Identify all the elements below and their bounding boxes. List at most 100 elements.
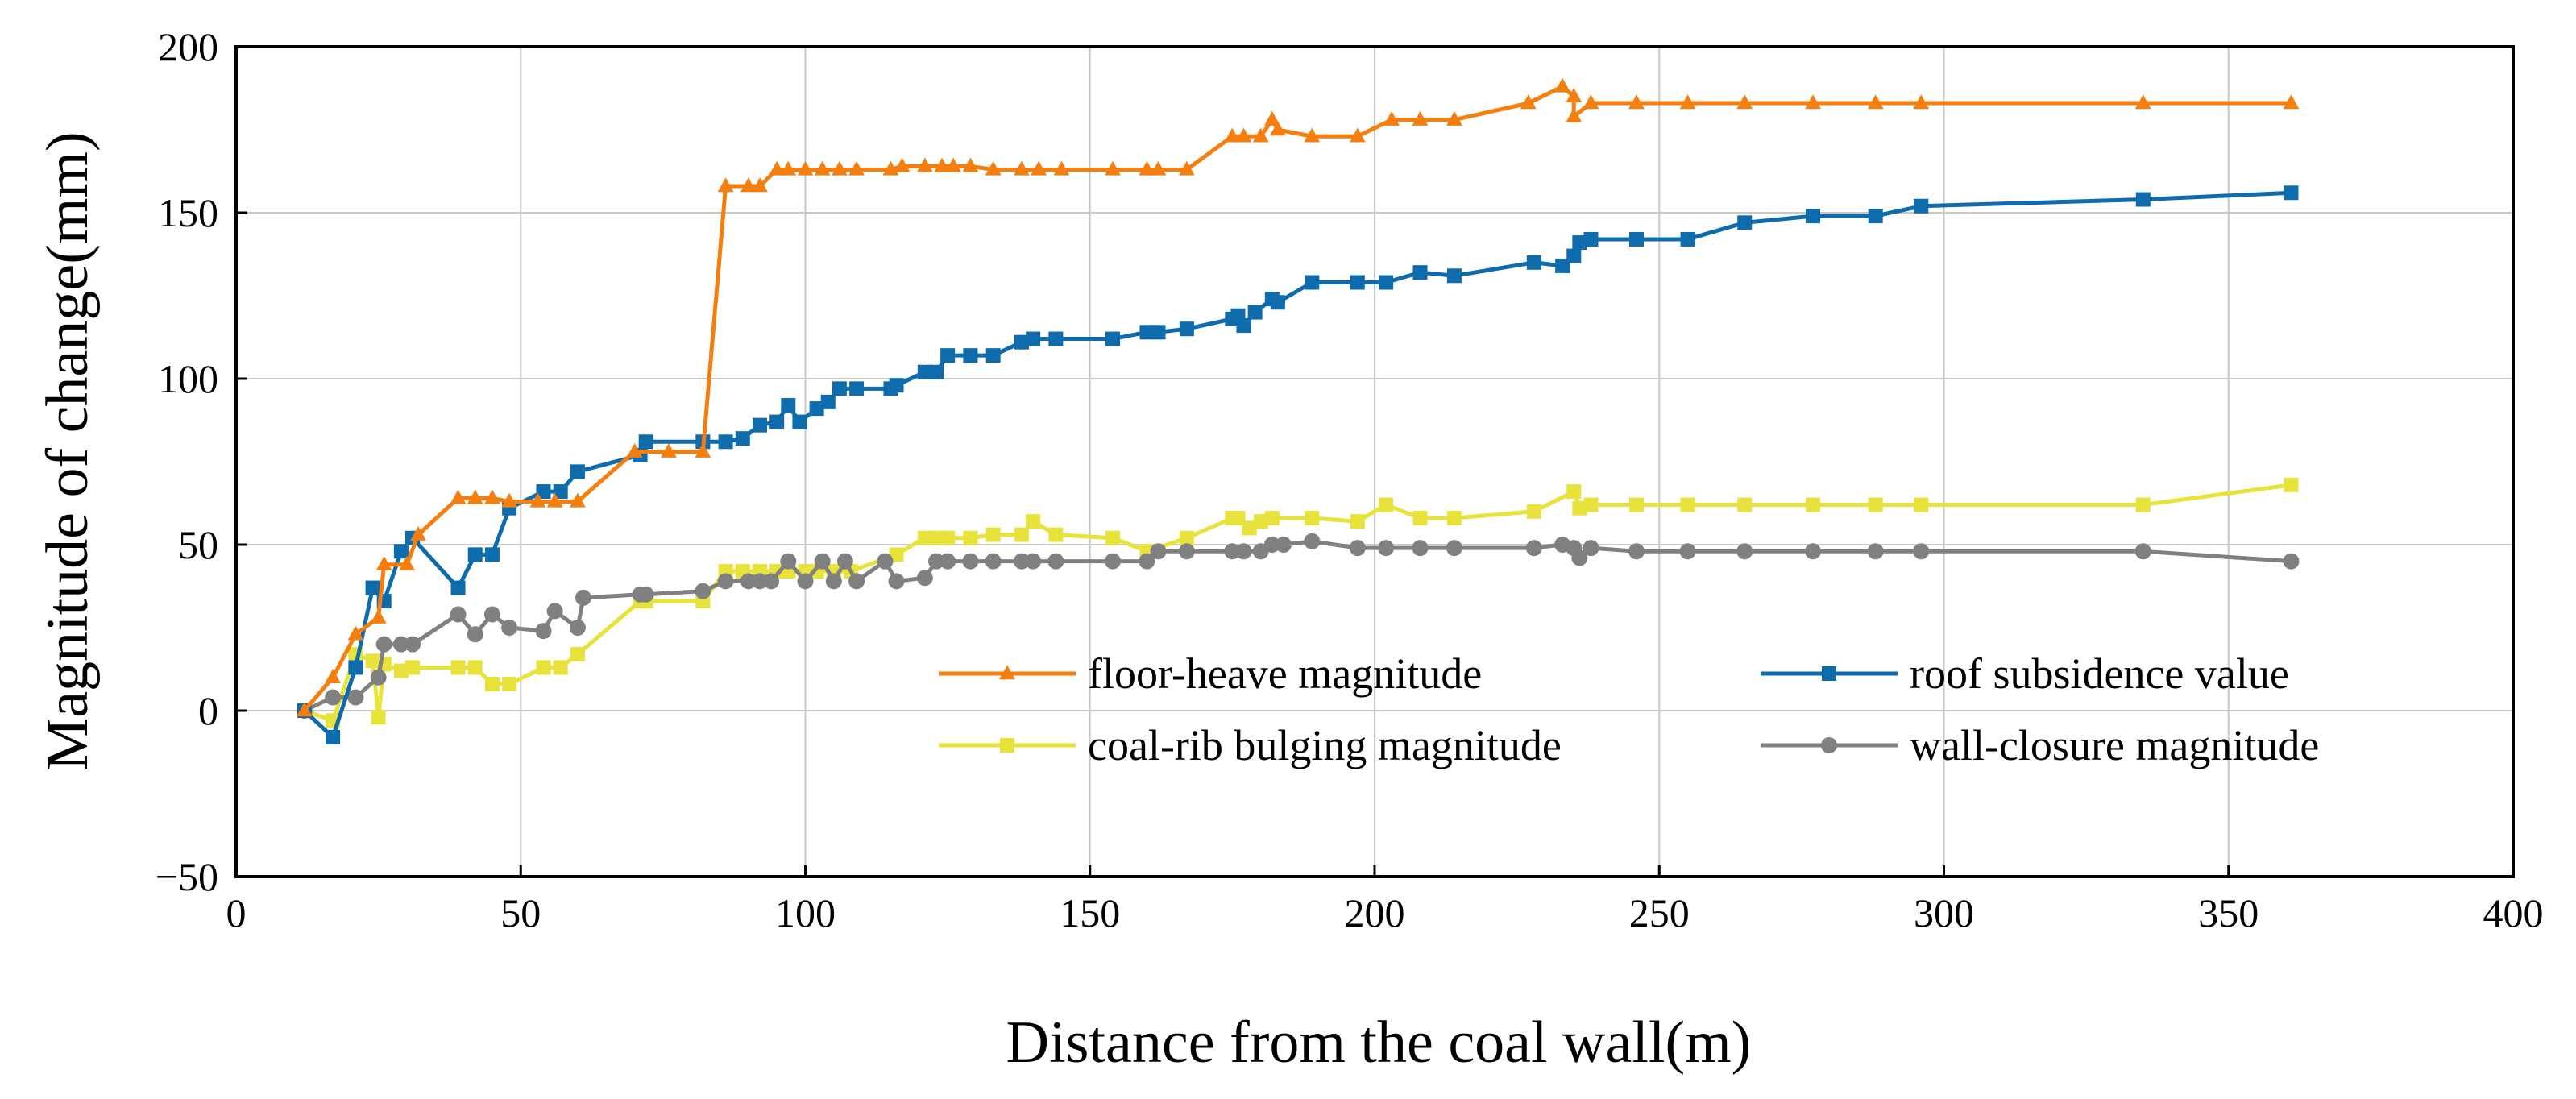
data-point-coal-rib-bulging-magnitude [917, 530, 932, 545]
data-point-floor-heave-magnitude [1679, 94, 1696, 110]
data-point-wall-closure-magnitude [375, 636, 392, 653]
data-point-floor-heave-magnitude [695, 442, 711, 458]
data-point-roof-subsidence-value [1555, 258, 1570, 273]
data-point-floor-heave-magnitude [2283, 94, 2300, 110]
data-point-coal-rib-bulging-magnitude [393, 663, 409, 678]
data-point-wall-closure-magnitude [1224, 543, 1241, 560]
data-point-wall-closure-magnitude [825, 573, 842, 590]
x-tick-label: 100 [775, 890, 836, 935]
data-point-roof-subsidence-value [1270, 295, 1285, 310]
data-point-coal-rib-bulging-magnitude [484, 677, 500, 692]
data-point-roof-subsidence-value [450, 580, 466, 595]
data-point-roof-subsidence-value [985, 348, 1001, 363]
data-point-wall-closure-magnitude [1412, 540, 1429, 557]
data-point-roof-subsidence-value [1868, 209, 1883, 224]
data-point-floor-heave-magnitude [814, 160, 831, 176]
x-tick-label: 200 [1345, 890, 1405, 935]
data-point-wall-closure-magnitude [1571, 550, 1588, 566]
data-point-wall-closure-magnitude [1263, 537, 1280, 553]
data-point-roof-subsidence-value [889, 378, 904, 393]
data-point-floor-heave-magnitude [626, 442, 643, 458]
data-point-floor-heave-magnitude [501, 492, 518, 508]
data-point-floor-heave-magnitude [894, 157, 911, 172]
data-point-floor-heave-magnitude [1178, 160, 1195, 176]
data-point-floor-heave-magnitude [399, 555, 415, 570]
data-point-floor-heave-magnitude [2134, 94, 2151, 110]
data-point-roof-subsidence-value [1379, 275, 1394, 290]
data-point-coal-rib-bulging-magnitude [1242, 520, 1257, 536]
plot-frame [234, 45, 2515, 878]
legend-item-roof-subsidence-value: roof subsidence value [1761, 649, 2289, 698]
data-point-floor-heave-magnitude [945, 157, 962, 172]
data-point-floor-heave-magnitude [1235, 127, 1252, 143]
data-point-wall-closure-magnitude [916, 570, 933, 587]
data-point-wall-closure-magnitude [1628, 543, 1645, 560]
legend-label: wall-closure magnitude [1910, 721, 2319, 769]
data-point-roof-subsidence-value [1350, 275, 1365, 290]
data-point-roof-subsidence-value [365, 580, 380, 595]
data-point-coal-rib-bulging-magnitude [1253, 514, 1268, 529]
data-point-roof-subsidence-value [792, 414, 807, 429]
data-point-wall-closure-magnitude [1013, 553, 1030, 570]
data-point-floor-heave-magnitude [962, 157, 979, 172]
data-point-floor-heave-magnitude [1105, 160, 1121, 176]
legend-item-wall-closure-magnitude: wall-closure magnitude [1761, 721, 2319, 769]
data-point-roof-subsidence-value [809, 401, 824, 417]
data-point-roof-subsidence-value [1412, 265, 1428, 280]
data-point-roof-subsidence-value [1014, 334, 1029, 350]
data-point-roof-subsidence-value [718, 434, 733, 450]
data-point-floor-heave-magnitude [985, 160, 1002, 176]
data-point-coal-rib-bulging-magnitude [889, 547, 904, 562]
data-point-wall-closure-magnitude [325, 689, 342, 706]
data-point-wall-closure-magnitude [1525, 540, 1542, 557]
data-point-coal-rib-bulging-magnitude [1230, 511, 1246, 526]
data-point-floor-heave-magnitude [529, 492, 546, 508]
data-point-coal-rib-bulging-magnitude [1379, 497, 1394, 512]
data-point-coal-rib-bulging-magnitude [553, 660, 568, 675]
data-point-coal-rib-bulging-magnitude [467, 660, 483, 675]
data-point-roof-subsidence-value [1105, 331, 1121, 346]
data-point-coal-rib-bulging-magnitude [1628, 497, 1644, 512]
data-point-roof-subsidence-value [1446, 268, 1462, 284]
x-tick-label: 350 [2198, 890, 2259, 935]
data-point-coal-rib-bulging-magnitude [536, 660, 551, 675]
data-point-roof-subsidence-value [348, 660, 363, 675]
legend: floor-heave magnitude roof subsidence val… [939, 649, 2319, 769]
data-point-floor-heave-magnitude [934, 157, 950, 172]
series-wall-closure-magnitude [296, 533, 2300, 719]
data-point-wall-closure-magnitude [1139, 553, 1155, 570]
series-line-floor-heave-magnitude [302, 84, 2292, 712]
data-point-roof-subsidence-value [752, 417, 767, 433]
data-point-coal-rib-bulging-magnitude [502, 677, 517, 692]
data-point-floor-heave-magnitude [1263, 110, 1280, 126]
data-point-coal-rib-bulging-magnitude [1566, 484, 1582, 500]
x-tick-label: 0 [226, 890, 247, 935]
data-point-floor-heave-magnitude [1446, 110, 1462, 126]
data-point-coal-rib-bulging-magnitude [1026, 514, 1041, 529]
data-point-wall-closure-magnitude [483, 606, 500, 623]
data-point-floor-heave-magnitude [410, 525, 426, 541]
data-point-floor-heave-magnitude [1224, 127, 1241, 143]
data-point-coal-rib-bulging-magnitude [1048, 527, 1064, 542]
data-point-roof-subsidence-value [393, 544, 409, 559]
data-point-floor-heave-magnitude [661, 442, 677, 458]
data-point-floor-heave-magnitude [1554, 77, 1571, 93]
data-point-wall-closure-magnitude [1583, 540, 1599, 557]
data-point-floor-heave-magnitude [570, 492, 586, 508]
data-point-coal-rib-bulging-magnitude [1179, 530, 1194, 545]
x-tick-label: 300 [1914, 890, 1974, 935]
data-point-floor-heave-magnitude [467, 489, 483, 504]
data-point-wall-closure-magnitude [637, 586, 654, 603]
data-point-coal-rib-bulging-magnitude [1350, 514, 1365, 529]
data-point-floor-heave-magnitude [797, 160, 814, 176]
data-point-floor-heave-magnitude [1150, 160, 1167, 176]
data-point-coal-rib-bulging-magnitude [1572, 500, 1587, 516]
data-point-coal-rib-bulging-magnitude [1583, 497, 1599, 512]
data-point-wall-closure-magnitude [780, 553, 797, 570]
data-point-floor-heave-magnitude [1736, 94, 1753, 110]
data-point-wall-closure-magnitude [467, 626, 483, 643]
data-point-wall-closure-magnitude [940, 553, 956, 570]
data-point-coal-rib-bulging-magnitude [1526, 504, 1541, 519]
y-tick-label: 100 [158, 356, 218, 401]
